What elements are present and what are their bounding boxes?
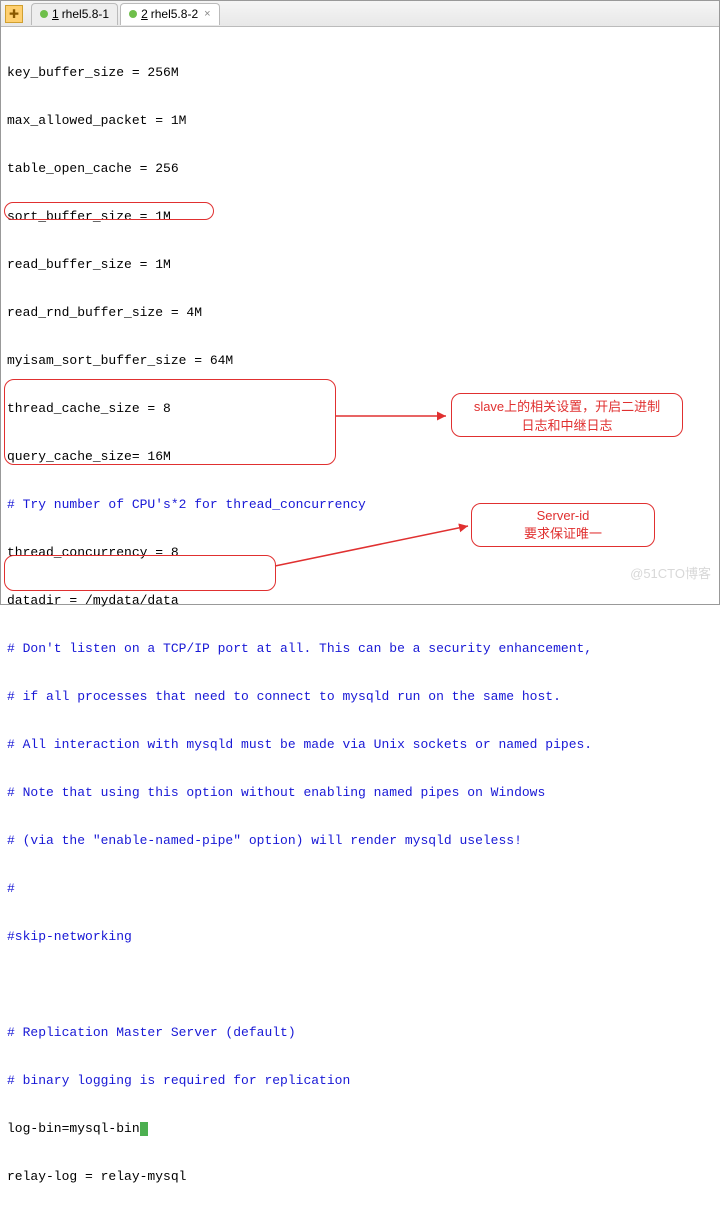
code-line: # binary logging is required for replica… — [7, 1073, 350, 1088]
close-icon[interactable]: × — [204, 8, 210, 20]
cursor-icon — [140, 1122, 148, 1136]
code-line: # if all processes that need to connect … — [7, 689, 561, 704]
code-line: read_rnd_buffer_size = 4M — [7, 305, 202, 320]
callout-serverid: Server-id 要求保证唯一 — [471, 503, 655, 547]
code-line: # — [7, 881, 15, 896]
tab-label: rhel5.8-1 — [62, 7, 109, 21]
code-line: max_allowed_packet = 1M — [7, 113, 186, 128]
code-line: sort_buffer_size = 1M — [7, 209, 171, 224]
callout-text: slave上的相关设置，开启二进制 — [474, 396, 660, 415]
tab-label: rhel5.8-2 — [151, 7, 198, 21]
code-line: thread_cache_size = 8 — [7, 401, 171, 416]
new-tab-button[interactable]: ✚ — [5, 5, 23, 23]
code-line: myisam_sort_buffer_size = 64M — [7, 353, 233, 368]
code-line: # Don't listen on a TCP/IP port at all. … — [7, 641, 592, 656]
tab-num: 1 — [52, 7, 59, 21]
status-dot-icon — [129, 10, 137, 18]
code-line: read_buffer_size = 1M — [7, 257, 171, 272]
code-line: # Note that using this option without en… — [7, 785, 545, 800]
editor-pane[interactable]: key_buffer_size = 256M max_allowed_packe… — [1, 27, 719, 1210]
code-line: log-bin=mysql-bin — [7, 1121, 140, 1136]
code-line: # (via the "enable-named-pipe" option) w… — [7, 833, 522, 848]
code-line: datadir = /mydata/data — [7, 593, 179, 608]
watermark: @51CTO博客 — [630, 563, 711, 582]
callout-text: 日志和中继日志 — [521, 415, 612, 434]
code-line: # All interaction with mysqld must be ma… — [7, 737, 592, 752]
tab-num: 2 — [141, 7, 148, 21]
callout-text: 要求保证唯一 — [524, 523, 602, 542]
code-line: # Try number of CPU's*2 for thread_concu… — [7, 497, 366, 512]
code-line: # Replication Master Server (default) — [7, 1025, 296, 1040]
code-line: relay-log = relay-mysql — [7, 1169, 186, 1184]
code-line: thread_concurrency = 8 — [7, 545, 179, 560]
tab-rhel58-2[interactable]: 2 rhel5.8-2 × — [120, 3, 220, 25]
code-line: query_cache_size= 16M — [7, 449, 171, 464]
status-dot-icon — [40, 10, 48, 18]
tab-bar: ✚ 1 rhel5.8-1 2 rhel5.8-2 × — [1, 1, 719, 27]
tab-rhel58-1[interactable]: 1 rhel5.8-1 — [31, 3, 118, 25]
callout-relaylog: slave上的相关设置，开启二进制 日志和中继日志 — [451, 393, 683, 437]
code-line: key_buffer_size = 256M — [7, 65, 179, 80]
code-line: table_open_cache = 256 — [7, 161, 179, 176]
callout-text: Server-id — [537, 508, 590, 523]
code-line: #skip-networking — [7, 929, 132, 944]
